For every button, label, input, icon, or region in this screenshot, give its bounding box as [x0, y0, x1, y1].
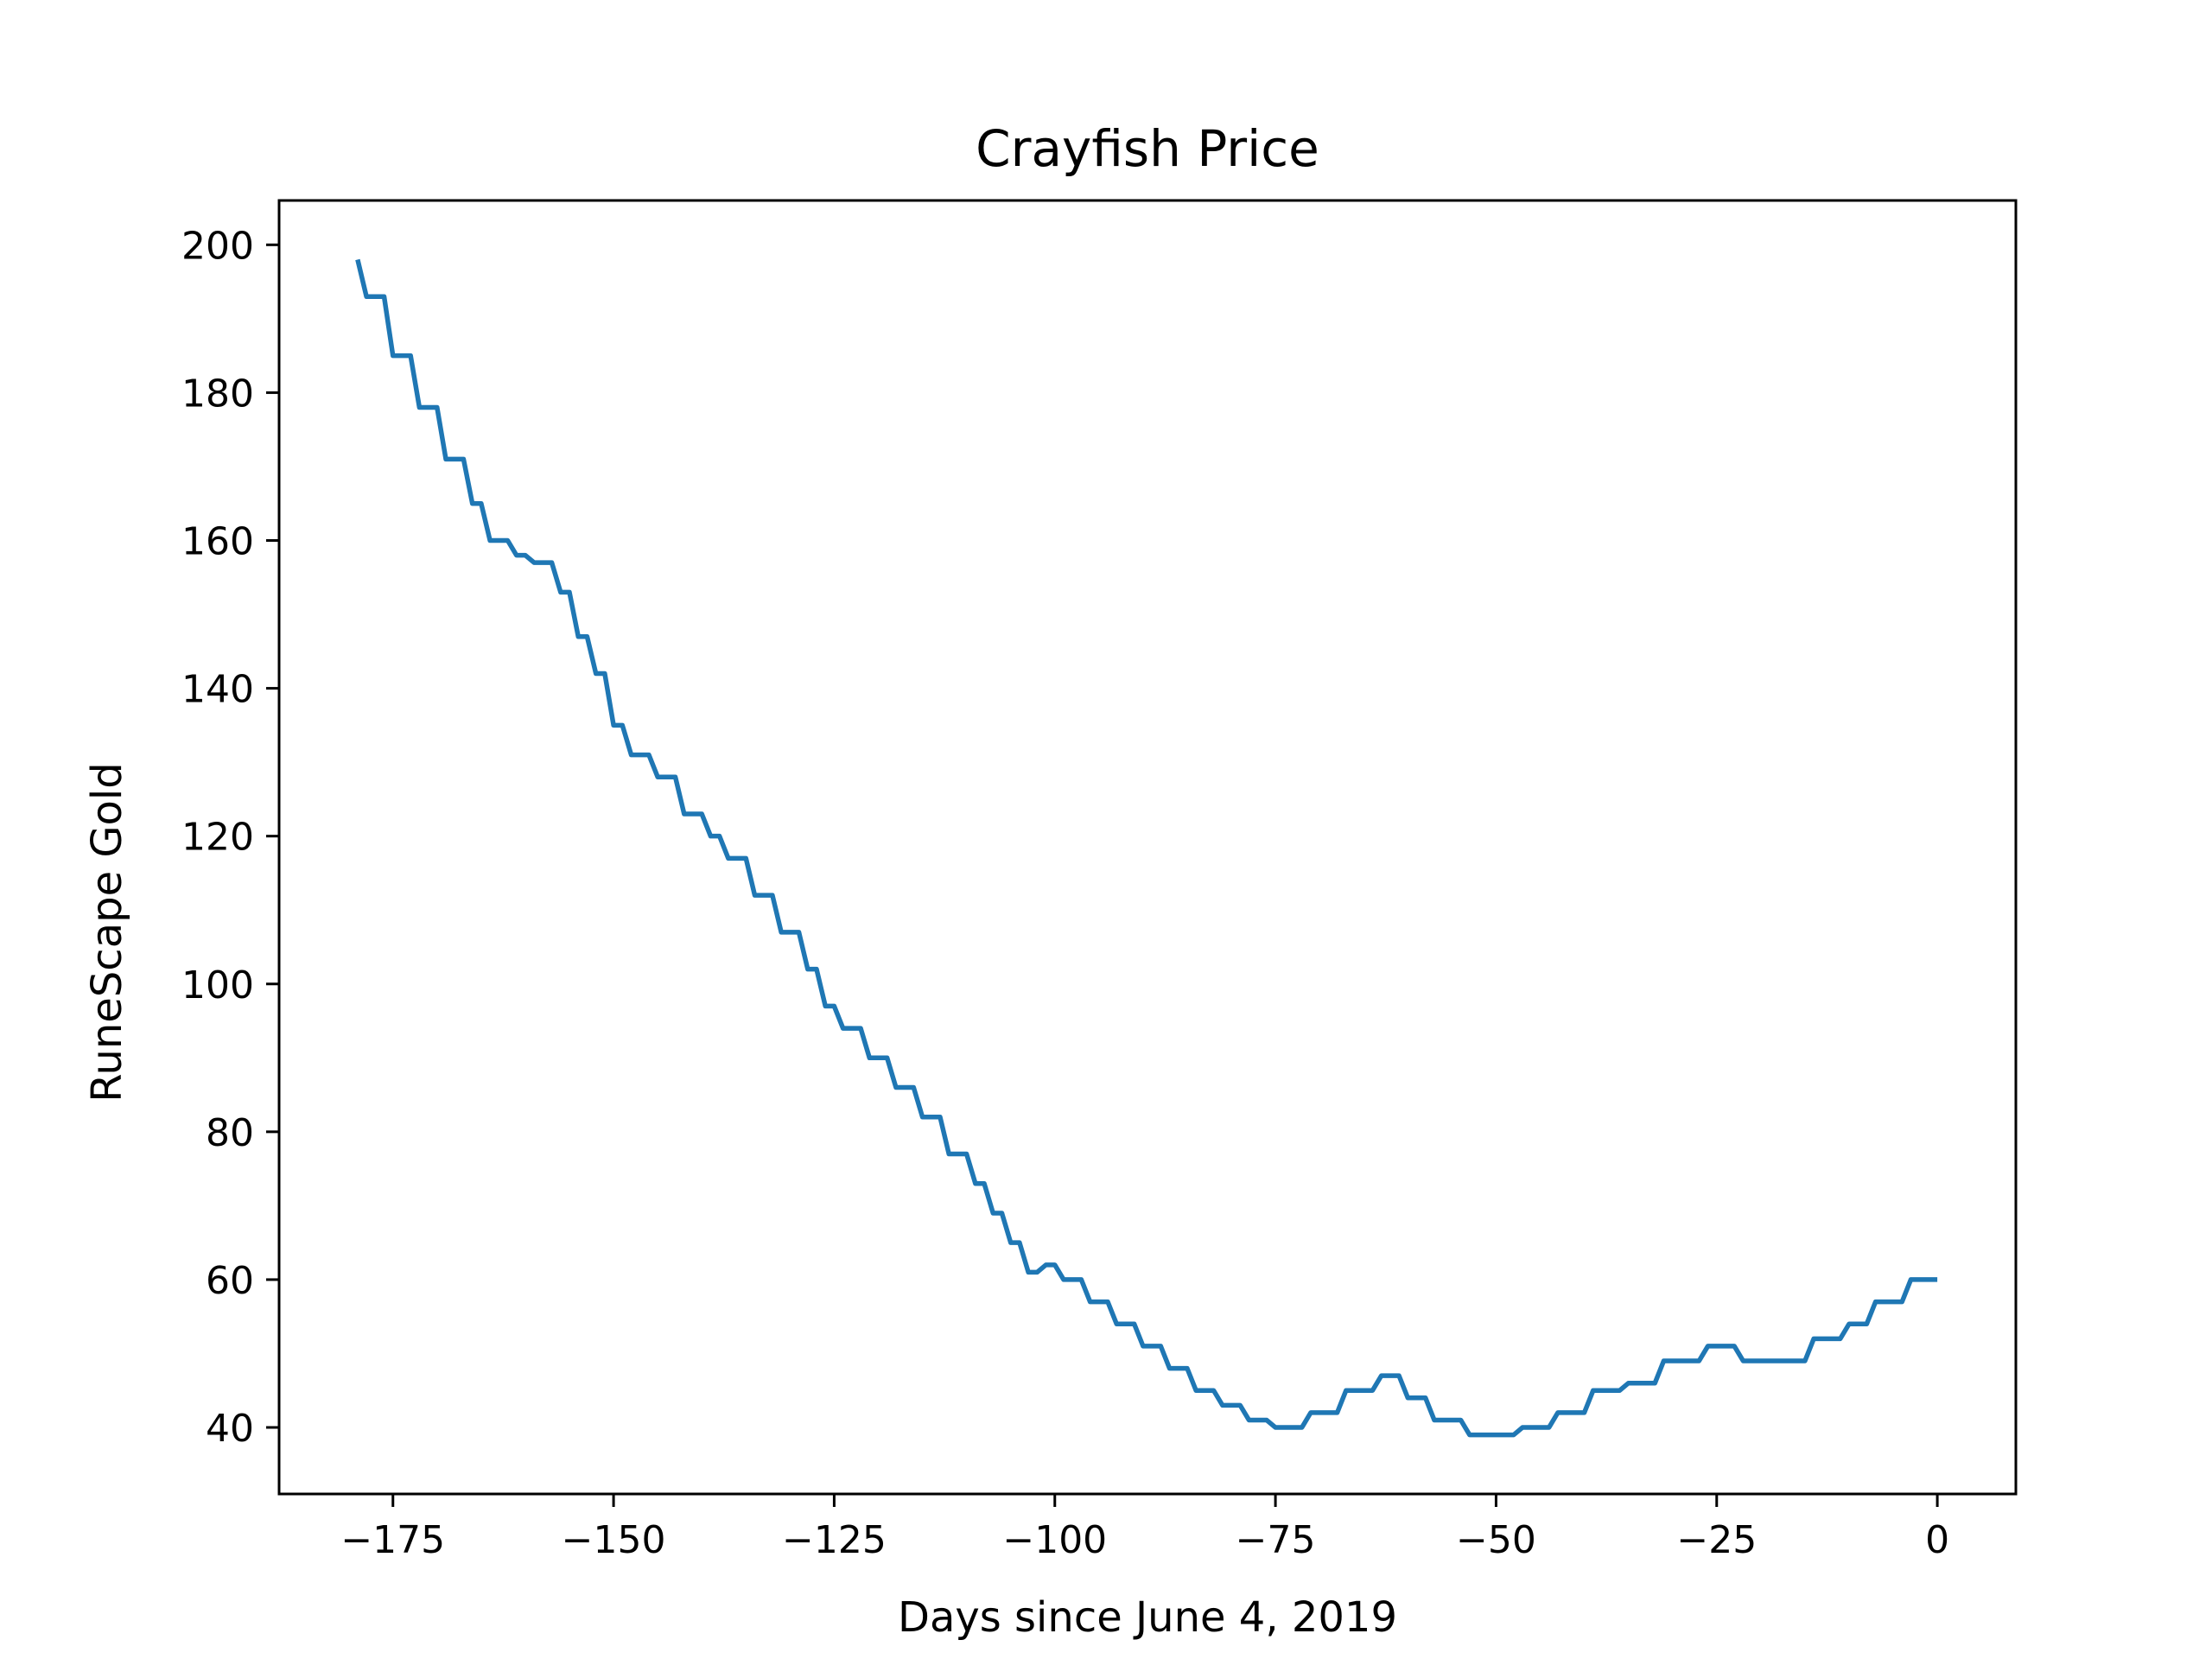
y-tick-label: 200: [181, 224, 254, 268]
y-tick-label: 80: [206, 1111, 254, 1155]
y-tick-label: 40: [206, 1407, 254, 1451]
axes-frame: [277, 199, 2018, 1496]
x-axis-label: Days since June 4, 2019: [898, 1593, 1397, 1642]
y-axis: 40 60 80 100 120 140 160 180 200: [181, 224, 279, 1451]
x-tick-label: −175: [340, 1518, 445, 1562]
y-tick-label: 60: [206, 1259, 254, 1303]
y-tick-label: 140: [181, 668, 254, 712]
chart-title: Crayfish Price: [976, 119, 1319, 178]
x-tick-label: −150: [562, 1518, 666, 1562]
plot-area: [355, 258, 1938, 1438]
y-axis-label: RuneScape Gold: [83, 762, 131, 1102]
x-tick-label: −25: [1676, 1518, 1757, 1562]
y-tick-label: 100: [181, 963, 254, 1007]
y-tick-label: 180: [181, 372, 254, 416]
x-tick-label: −50: [1456, 1518, 1536, 1562]
x-tick-label: 0: [1925, 1518, 1949, 1562]
x-tick-label: −75: [1236, 1518, 1316, 1562]
x-axis: −175 −150 −125 −100 −75 −50 −25 0: [340, 1494, 1949, 1562]
y-tick-label: 120: [181, 816, 254, 860]
series-line: [355, 258, 1938, 1438]
x-tick-label: −125: [782, 1518, 887, 1562]
x-tick-label: −100: [1002, 1518, 1107, 1562]
y-tick-label: 160: [181, 519, 254, 563]
